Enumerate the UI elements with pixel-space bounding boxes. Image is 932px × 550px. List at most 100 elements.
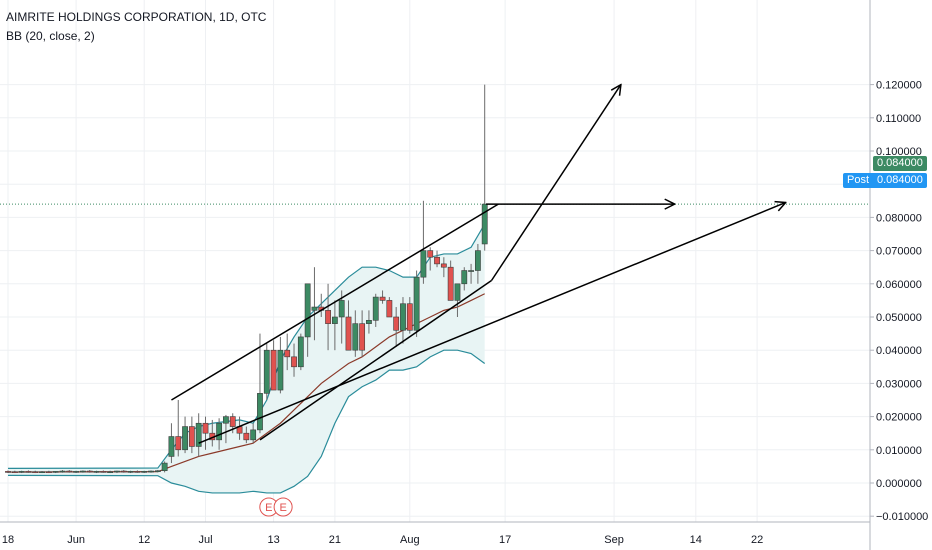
price-tick-label: 0.000000 [876,478,922,490]
earnings-marker [273,497,293,517]
candle-up [18,471,25,473]
price-axis[interactable]: 0.1200000.1100000.1000000.0900000.080000… [869,0,928,550]
candle-up [80,470,86,473]
candle-down [188,426,195,447]
price-tick-label: −0.010000 [876,511,928,523]
price-tick-label: 0.050000 [876,312,922,324]
symbol-title: AIMRITE HOLDINGS CORPORATION, 1D, OTC [6,10,267,24]
candlestick-series [5,84,488,474]
candle-down [379,296,386,301]
candle-down [291,356,297,368]
post-market-price-tag: 0.084000 [873,173,927,188]
price-tick-label: 0.060000 [876,279,922,291]
time-tick-label: 12 [138,534,150,546]
candle-down [11,471,18,474]
candle-up [161,462,168,472]
price-tick-label: 0.080000 [876,212,922,224]
candle-down [5,471,11,473]
candle-up [250,429,257,441]
candle-up [154,470,161,473]
candle-down [447,266,454,301]
candle-up [331,316,338,324]
trend-line [171,203,499,401]
candle-up [59,470,66,473]
candle-down [325,310,331,324]
candle-up [420,250,427,278]
candle-up [107,471,114,474]
trend-arrow [490,85,621,281]
candle-down [25,471,32,473]
candle-down [202,422,209,434]
candle-down [66,470,73,473]
candle-up [114,470,120,473]
candle-down [284,349,291,358]
candle-down [86,470,93,473]
candle-up [263,349,270,394]
candle-up [468,270,474,272]
candle-up [474,250,481,271]
candle-down [440,263,447,268]
candle-up [366,320,372,324]
candle-up [454,283,461,301]
candle-down [434,256,440,265]
candle-up [73,471,79,473]
time-axis[interactable]: 18 Jun 12 Jul 13 21 Aug 17 Sep 14 22 [0,521,870,546]
time-tick-label: 21 [329,534,341,546]
time-tick-label: 17 [499,534,511,546]
time-tick-label: 22 [751,534,763,546]
price-tick-label: 0.020000 [876,412,922,424]
candle-down [134,471,141,473]
price-tick-label: 0.120000 [876,80,922,92]
candle-down [270,349,277,391]
candle-up [168,436,175,457]
bollinger-fill [8,224,485,493]
chart-grid [0,0,870,522]
candle-up [338,300,345,318]
candle-up [297,336,304,368]
candle-up [372,296,379,321]
post-market-label: Post [843,173,874,188]
time-tick-label: 14 [690,534,702,546]
candle-up [223,416,229,424]
price-tick-label: 0.030000 [876,378,922,390]
last-price-tag: 0.084000 [873,156,927,171]
candle-up [311,306,318,311]
bollinger-lower-band [7,349,486,494]
price-tick-label: 0.010000 [876,445,922,457]
price-tick-label: 0.070000 [876,246,922,258]
price-tick-label: 0.040000 [876,345,922,357]
trend-arrow [198,202,786,444]
time-tick-label: Jun [67,534,85,546]
candle-up [277,349,284,391]
candle-down [45,471,52,474]
candle-up [182,426,188,451]
earnings-marker-label: E [279,502,286,514]
bollinger-bands [7,223,486,494]
indicator-legend[interactable]: BB (20, close, 2) [6,29,95,43]
candle-down [406,303,413,331]
candle-down [345,316,352,351]
time-tick-label: 18 [2,534,14,546]
candle-up [304,283,311,338]
candle-up [413,276,420,331]
time-tick-label: Sep [604,534,624,546]
price-tick-label: 0.100000 [876,146,922,158]
trend-drawings [171,85,785,444]
trend-line [259,279,492,441]
candle-down [32,471,39,474]
candle-up [216,422,223,441]
price-tick-label: 0.110000 [876,113,921,125]
candle-down [120,470,127,473]
candle-down [393,316,400,331]
candle-up [141,471,148,473]
candle-up [481,203,488,245]
candle-down [427,250,434,258]
candle-down [359,323,366,351]
candle-up [195,422,202,447]
candle-up [148,470,154,473]
candle-down [386,300,393,318]
candle-up [352,323,359,351]
candle-down [100,471,107,473]
